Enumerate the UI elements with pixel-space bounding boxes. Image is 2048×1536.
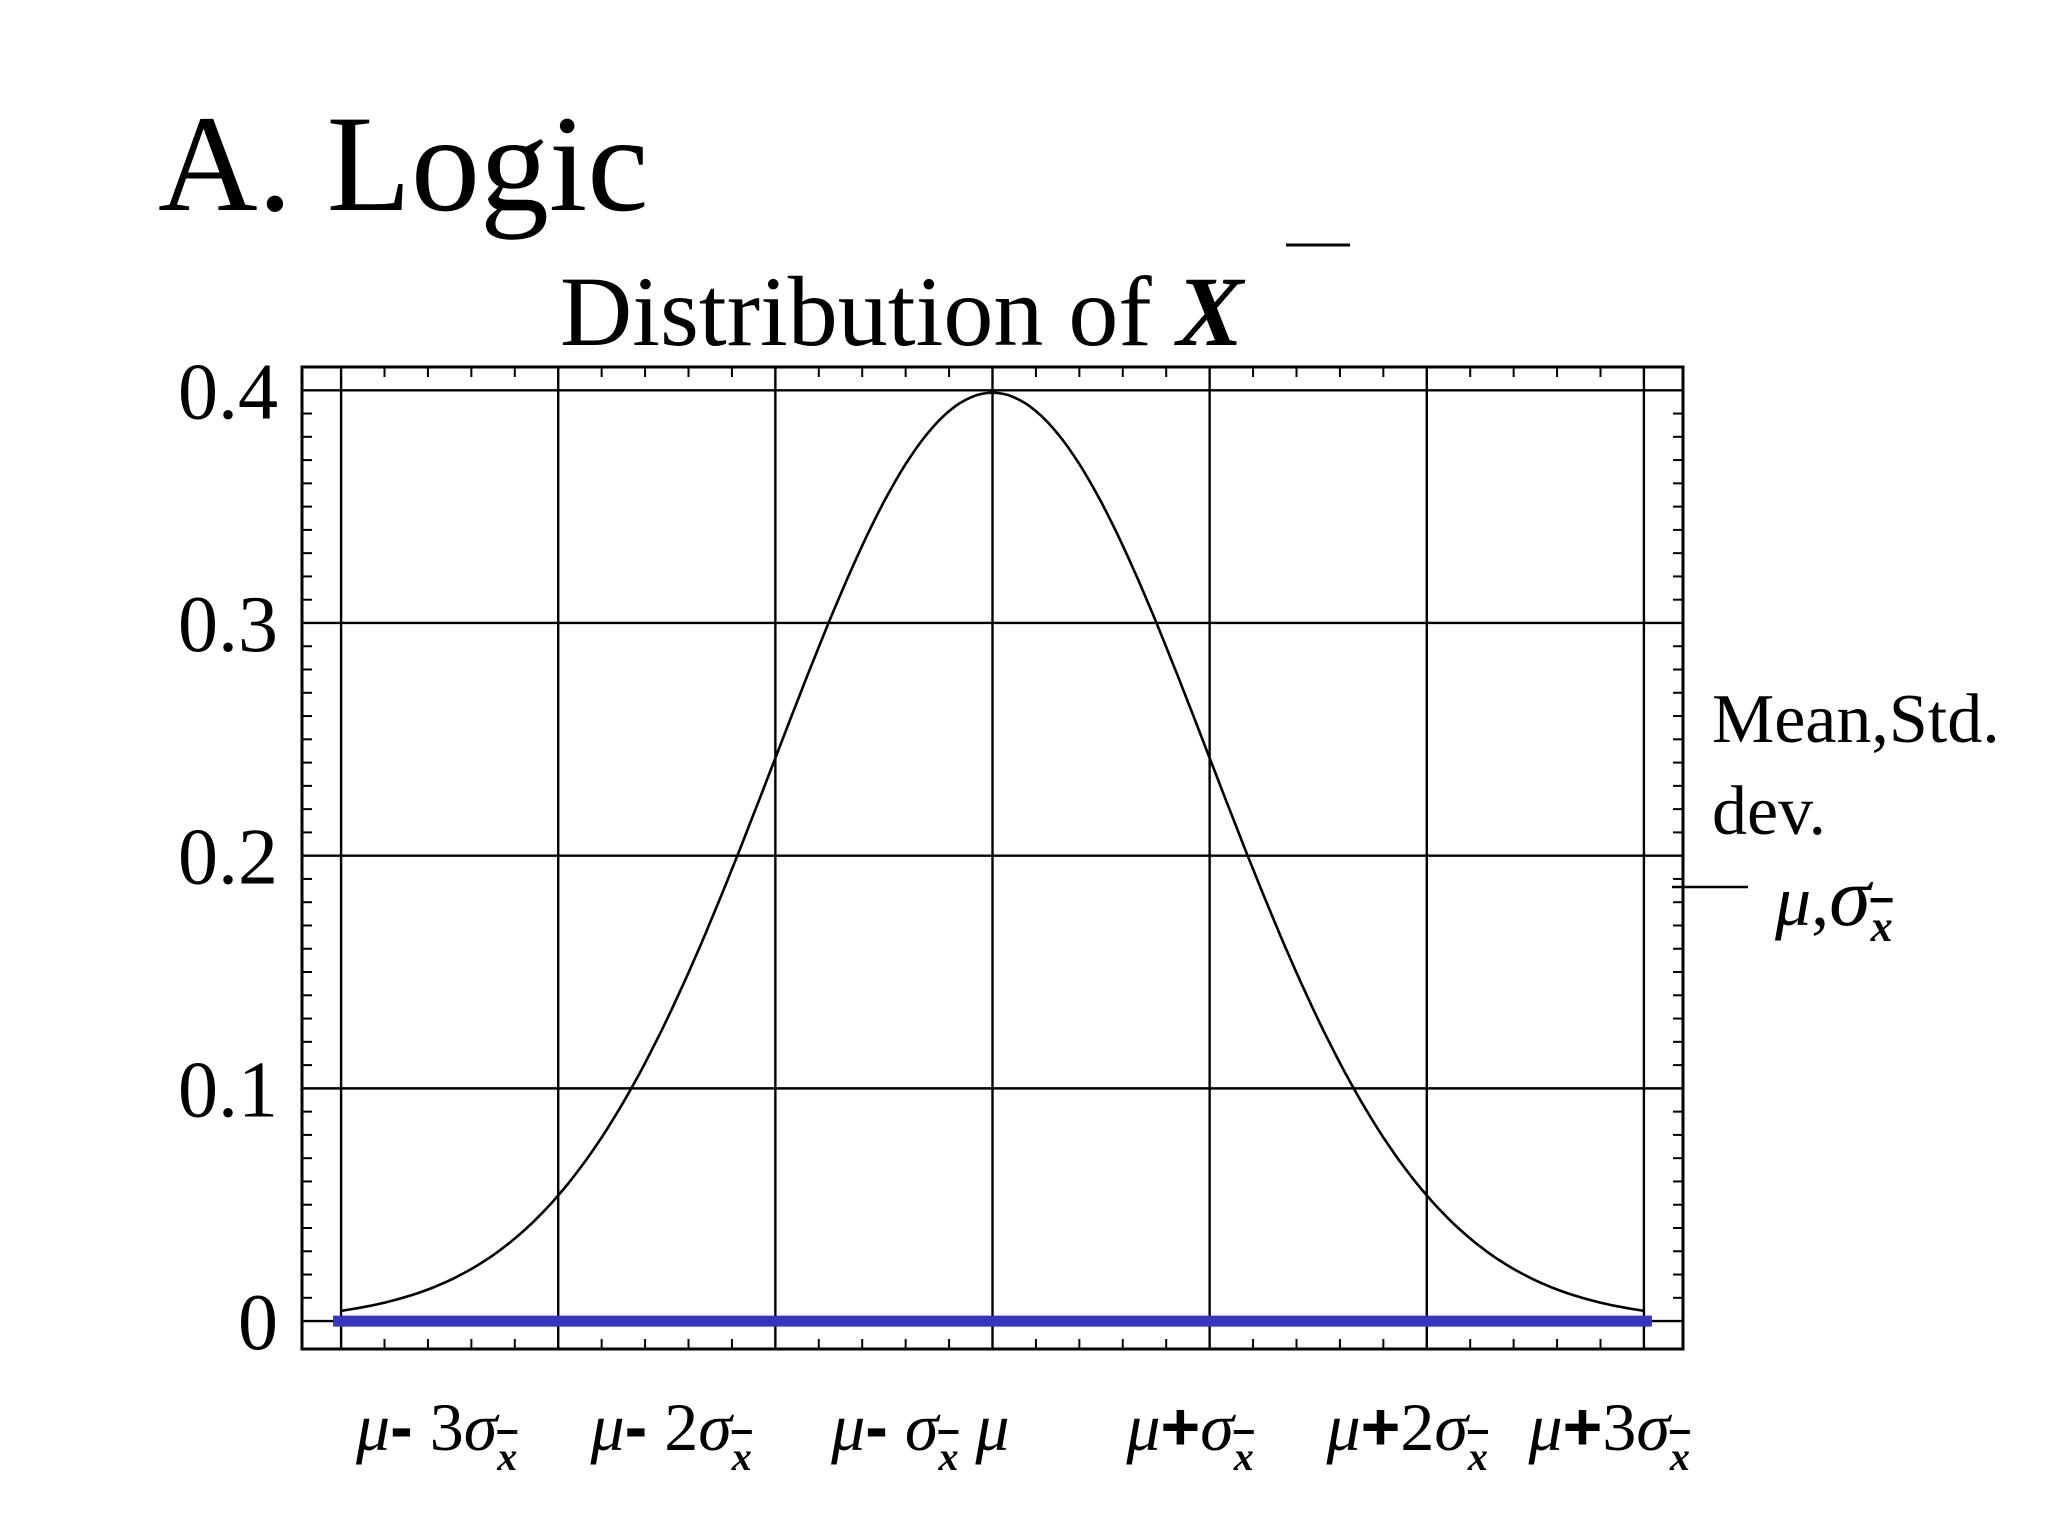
annotation-line-1: dev.: [1712, 773, 1826, 850]
chart-title: Distribution of X: [560, 243, 1350, 367]
x-tick-coefficient: 3: [1602, 1389, 1636, 1465]
x-tick-label-4: μ+σx: [1125, 1389, 1253, 1479]
x-axis-ticks: μ- 3σx μ- 2σx μ- σx μ μ+σx μ+2σx μ+3σx: [355, 1389, 1690, 1479]
slide-heading: A. Logic: [158, 87, 649, 240]
x-tick-sigma: σ: [1636, 1389, 1672, 1465]
annotation-separator: ,: [1811, 861, 1829, 941]
x-tick-mu: μ: [830, 1389, 865, 1465]
x-tick-operator: -: [865, 1389, 888, 1465]
chart-series: [340, 391, 1645, 1313]
chart-grid: [302, 367, 1683, 1349]
x-tick-mu: μ: [589, 1389, 624, 1465]
x-tick-mu: μ: [1326, 1389, 1361, 1465]
x-tick-label-3: μ: [974, 1389, 1009, 1465]
y-axis-ticks: 0 0.1 0.2 0.3 0.4: [178, 348, 278, 1367]
annotation-sigma: σ: [1829, 851, 1874, 944]
x-tick-operator: +: [1563, 1389, 1603, 1465]
x-tick-subscript: x: [1669, 1434, 1690, 1479]
annotation-params: μ,σx: [1774, 851, 1893, 951]
series-line-normal-density: [340, 391, 1645, 1313]
chart-annotation: Mean,Std. dev.μ,σx: [1672, 681, 2000, 951]
x-tick-subscript: x: [1467, 1434, 1488, 1479]
x-tick-coefficient: 2: [647, 1389, 698, 1465]
y-tick-label-2: 0.2: [178, 814, 278, 902]
x-tick-subscript: x: [496, 1434, 517, 1479]
x-tick-mu: μ: [1125, 1389, 1160, 1465]
y-tick-label-1: 0.1: [178, 1046, 278, 1134]
x-tick-label-1: μ- 2σx: [589, 1389, 751, 1479]
x-tick-operator: -: [390, 1389, 413, 1465]
x-tick-label-2: μ- σx: [830, 1389, 958, 1479]
x-tick-label-6: μ+3σx: [1527, 1389, 1689, 1479]
x-tick-mu: μ: [974, 1389, 1009, 1465]
x-tick-operator: -: [625, 1389, 648, 1465]
plot-frame-rect: [300, 365, 1685, 1351]
x-tick-coefficient: 2: [1400, 1389, 1434, 1465]
x-tick-label-0: μ- 3σx: [355, 1389, 517, 1479]
chart-title-text: Distribution of X: [560, 256, 1246, 367]
y-tick-label-3: 0.3: [178, 581, 278, 669]
plot-frame: [300, 365, 1685, 1351]
x-tick-mu: μ: [1527, 1389, 1562, 1465]
y-tick-label-4: 0.4: [178, 348, 278, 436]
x-tick-sigma: σ: [1434, 1389, 1470, 1465]
x-tick-label-5: μ+2σx: [1326, 1389, 1488, 1479]
x-tick-coefficient: [888, 1389, 905, 1465]
annotation-mu: μ: [1774, 861, 1811, 941]
x-tick-sigma: σ: [698, 1389, 734, 1465]
x-tick-sigma: σ: [464, 1389, 500, 1465]
y-tick-label-0: 0: [238, 1279, 278, 1367]
annotation-subscript: x: [1870, 902, 1893, 951]
x-tick-mu: μ: [355, 1389, 390, 1465]
x-tick-subscript: x: [731, 1434, 752, 1479]
x-tick-operator: +: [1161, 1389, 1201, 1465]
chart-title-symbol: X: [1174, 256, 1246, 367]
x-tick-operator: +: [1361, 1389, 1401, 1465]
x-tick-sigma: σ: [905, 1389, 941, 1465]
x-tick-sigma: σ: [1200, 1389, 1236, 1465]
x-tick-coefficient: 3: [413, 1389, 464, 1465]
chart-title-prefix: Distribution of: [560, 256, 1177, 367]
annotation-line-0: Mean,Std.: [1712, 681, 2000, 758]
x-tick-subscript: x: [1233, 1434, 1254, 1479]
x-tick-subscript: x: [937, 1434, 958, 1479]
